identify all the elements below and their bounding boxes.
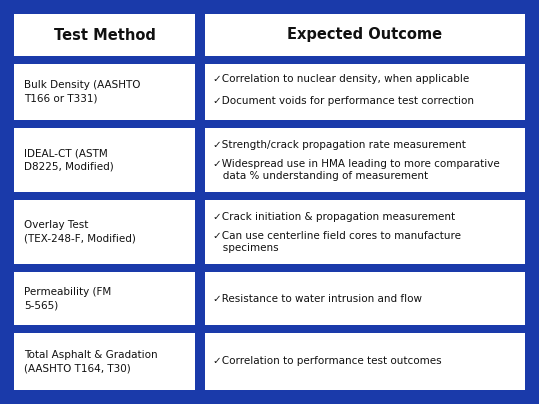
Text: ✓Crack initiation & propagation measurement: ✓Crack initiation & propagation measurem… bbox=[213, 212, 455, 222]
FancyBboxPatch shape bbox=[14, 14, 195, 56]
Text: Total Asphalt & Gradation
(AASHTO T164, T30): Total Asphalt & Gradation (AASHTO T164, … bbox=[24, 350, 157, 373]
Text: Bulk Density (AASHTO
T166 or T331): Bulk Density (AASHTO T166 or T331) bbox=[24, 80, 141, 103]
Text: ✓Correlation to nuclear density, when applicable: ✓Correlation to nuclear density, when ap… bbox=[213, 74, 469, 84]
Text: IDEAL-CT (ASTM
D8225, Modified): IDEAL-CT (ASTM D8225, Modified) bbox=[24, 148, 114, 172]
FancyBboxPatch shape bbox=[205, 200, 525, 264]
Text: ✓Strength/crack propagation rate measurement: ✓Strength/crack propagation rate measure… bbox=[213, 140, 466, 150]
FancyBboxPatch shape bbox=[14, 128, 195, 192]
Text: Permeability (FM
5-565): Permeability (FM 5-565) bbox=[24, 287, 111, 310]
FancyBboxPatch shape bbox=[205, 128, 525, 192]
Text: Test Method: Test Method bbox=[53, 27, 155, 42]
Text: Overlay Test
(TEX-248-F, Modified): Overlay Test (TEX-248-F, Modified) bbox=[24, 221, 136, 244]
FancyBboxPatch shape bbox=[205, 14, 525, 56]
FancyBboxPatch shape bbox=[14, 333, 195, 390]
Text: Expected Outcome: Expected Outcome bbox=[287, 27, 443, 42]
FancyBboxPatch shape bbox=[205, 272, 525, 325]
Text: ✓Document voids for performance test correction: ✓Document voids for performance test cor… bbox=[213, 96, 474, 105]
FancyBboxPatch shape bbox=[205, 64, 525, 120]
Text: ✓Resistance to water intrusion and flow: ✓Resistance to water intrusion and flow bbox=[213, 293, 422, 303]
Text: ✓Can use centerline field cores to manufacture
   specimens: ✓Can use centerline field cores to manuf… bbox=[213, 231, 461, 253]
FancyBboxPatch shape bbox=[14, 200, 195, 264]
Text: ✓Correlation to performance test outcomes: ✓Correlation to performance test outcome… bbox=[213, 356, 441, 366]
FancyBboxPatch shape bbox=[14, 64, 195, 120]
Text: ✓Widespread use in HMA leading to more comparative
   data % understanding of me: ✓Widespread use in HMA leading to more c… bbox=[213, 159, 500, 181]
FancyBboxPatch shape bbox=[14, 272, 195, 325]
FancyBboxPatch shape bbox=[205, 333, 525, 390]
